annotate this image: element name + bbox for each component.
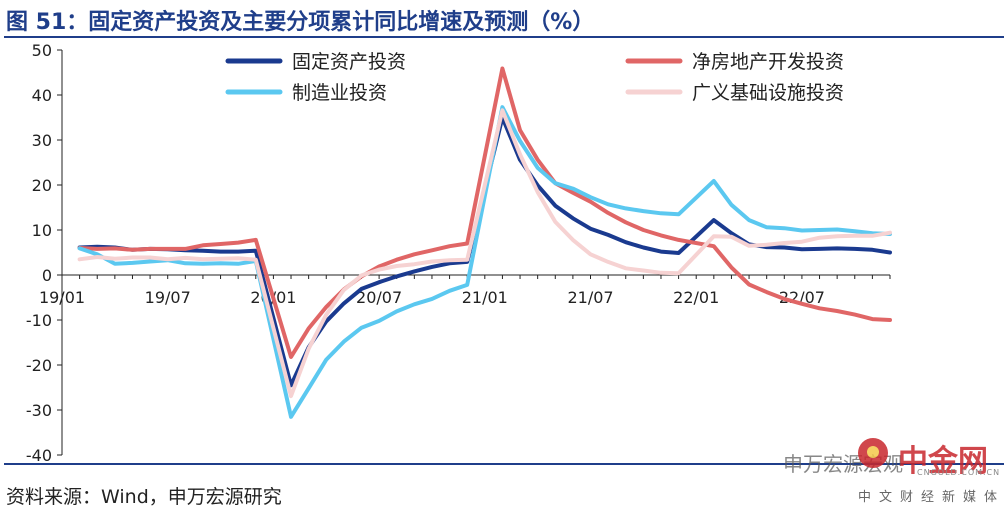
y-tick-label: 30: [32, 131, 52, 150]
y-tick-label: 10: [32, 221, 52, 240]
page-title: 图 51：固定资产投资及主要分项累计同比增速及预测（%）: [6, 10, 595, 35]
y-tick-label: 20: [32, 176, 52, 195]
y-tick-label: -20: [26, 356, 52, 375]
watermark-subtitle: 中文财经新媒体: [858, 490, 1006, 505]
source-note: 资料来源：Wind，申万宏源研究: [6, 486, 282, 508]
legend-label-1: 固定资产投资: [292, 51, 406, 73]
legend-label-2: 净房地产开发投资: [692, 51, 844, 73]
title-divider: [4, 36, 1004, 38]
x-tick-label: 19/01: [39, 288, 85, 307]
x-tick-label: 22/01: [673, 288, 719, 307]
brand-logo-icon: [858, 438, 888, 468]
watermark-url: CNGOLD.COM.CN: [917, 468, 1001, 477]
series-line-2: [77, 66, 892, 359]
watermark-brand: 中金网: [898, 444, 988, 479]
x-tick-label: 20/07: [356, 288, 402, 307]
x-tick-label: 21/07: [567, 288, 613, 307]
y-tick-label: 40: [32, 86, 52, 105]
y-tick-label: 50: [32, 41, 52, 60]
chart-series: [77, 66, 892, 419]
footer-divider: [4, 463, 1004, 465]
y-tick-label: -40: [26, 446, 52, 465]
y-tick-label: -30: [26, 401, 52, 420]
y-tick-label: -10: [26, 311, 52, 330]
legend-label-3: 制造业投资: [292, 82, 387, 104]
legend-label-4: 广义基础设施投资: [692, 82, 844, 104]
y-tick-label: 0: [42, 266, 52, 285]
series-line-3: [77, 105, 892, 419]
x-tick-label: 19/07: [145, 288, 191, 307]
series-line-4: [77, 108, 892, 399]
x-tick-label: 21/01: [462, 288, 508, 307]
